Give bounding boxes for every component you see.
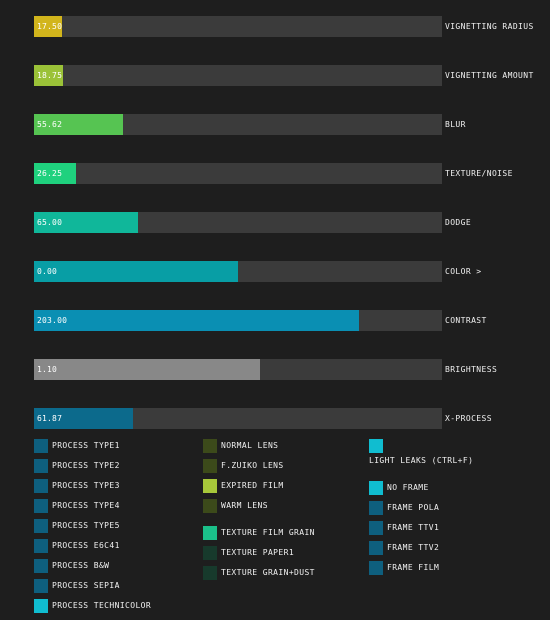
toggle-box <box>34 579 48 593</box>
toggle-label: FRAME TTV2 <box>387 543 440 552</box>
light-leaks-label: LIGHT LEAKS (CTRL+F) <box>369 456 474 465</box>
light-leaks-toggle[interactable] <box>369 439 383 453</box>
slider-label-texture-noise: TEXTURE/NOISE <box>445 169 513 178</box>
toggle-label: PROCESS TYPE3 <box>52 481 120 490</box>
toggle-label: PROCESS TYPE1 <box>52 441 120 450</box>
toggle-box <box>34 559 48 573</box>
toggle-label: PROCESS TYPE4 <box>52 501 120 510</box>
toggle-label: PROCESS TYPE5 <box>52 521 120 530</box>
slider-value: 18.75 <box>37 71 63 80</box>
toggle-box <box>34 599 48 613</box>
toggle-label: WARM LENS <box>221 501 268 510</box>
slider-value: 65.00 <box>37 218 63 227</box>
toggle-box <box>369 541 383 555</box>
slider-value: 0.00 <box>37 267 58 276</box>
toggle-box <box>34 519 48 533</box>
toggle-label: FRAME FILM <box>387 563 440 572</box>
toggle-box <box>203 526 217 540</box>
slider-fill <box>34 16 62 37</box>
toggle-box <box>203 546 217 560</box>
toggle-box <box>34 479 48 493</box>
toggle-label: PROCESS TYPE2 <box>52 461 120 470</box>
toggle-box <box>369 481 383 495</box>
toggle-label: PROCESS SEPIA <box>52 581 120 590</box>
slider-fill <box>34 114 124 135</box>
slider-value: 61.87 <box>37 414 63 423</box>
slider-label-dodge: DODGE <box>445 218 472 227</box>
slider-color[interactable]: 0.00 <box>34 261 442 282</box>
slider-x-process[interactable]: 61.87 <box>34 408 442 429</box>
slider-blur[interactable]: 55.62 <box>34 114 442 135</box>
toggle-box <box>203 479 217 493</box>
toggle-box <box>203 566 217 580</box>
toggle-box <box>203 439 217 453</box>
slider-dodge[interactable]: 65.00 <box>34 212 442 233</box>
toggle-label: TEXTURE PAPER1 <box>221 548 295 557</box>
toggle-box <box>369 501 383 515</box>
toggle-box <box>34 459 48 473</box>
slider-contrast[interactable]: 203.00 <box>34 310 442 331</box>
slider-fill <box>34 65 64 86</box>
slider-value: 17.50 <box>37 22 63 31</box>
slider-vignetting-amount[interactable]: 18.75 <box>34 65 442 86</box>
slider-label-vignetting-radius: VIGNETTING RADIUS <box>445 22 534 31</box>
slider-value: 55.62 <box>37 120 63 129</box>
slider-label-x-process: X-PROCESS <box>445 414 492 423</box>
toggle-label: PROCESS TECHNICOLOR <box>52 601 152 610</box>
toggle-label: FRAME TTV1 <box>387 523 440 532</box>
light-leaks-box <box>369 439 383 453</box>
slider-fill <box>34 261 238 282</box>
toggle-label: TEXTURE GRAIN+DUST <box>221 568 315 577</box>
toggle-box <box>369 561 383 575</box>
slider-fill <box>34 359 261 380</box>
toggle-label: FRAME POLA <box>387 503 440 512</box>
slider-label-color[interactable]: COLOR > <box>445 267 482 276</box>
slider-label-vignetting-amount: VIGNETTING AMOUNT <box>445 71 534 80</box>
toggle-label: PROCESS B&W <box>52 561 110 570</box>
slider-label-blur: BLUR <box>445 120 466 129</box>
toggle-box <box>34 499 48 513</box>
slider-fill <box>34 212 139 233</box>
toggle-label: F.ZUIKO LENS <box>221 461 284 470</box>
slider-label-brightness: BRIGHTNESS <box>445 365 498 374</box>
slider-brightness[interactable]: 1.10 <box>34 359 442 380</box>
slider-texture-noise[interactable]: 26.25 <box>34 163 442 184</box>
toggle-box <box>203 499 217 513</box>
slider-fill <box>34 163 77 184</box>
slider-fill <box>34 310 360 331</box>
slider-value: 1.10 <box>37 365 58 374</box>
slider-value: 26.25 <box>37 169 63 178</box>
toggle-box <box>369 521 383 535</box>
toggle-box <box>34 539 48 553</box>
slider-vignetting-radius[interactable]: 17.50 <box>34 16 442 37</box>
toggle-label: TEXTURE FILM GRAIN <box>221 528 315 537</box>
slider-label-contrast: CONTRAST <box>445 316 487 325</box>
toggle-box <box>34 439 48 453</box>
toggle-label: EXPIRED FILM <box>221 481 284 490</box>
toggle-label: PROCESS E6C41 <box>52 541 120 550</box>
slider-fill <box>34 408 134 429</box>
toggle-label: NO FRAME <box>387 483 429 492</box>
toggle-box <box>203 459 217 473</box>
toggle-label: NORMAL LENS <box>221 441 279 450</box>
slider-value: 203.00 <box>37 316 68 325</box>
